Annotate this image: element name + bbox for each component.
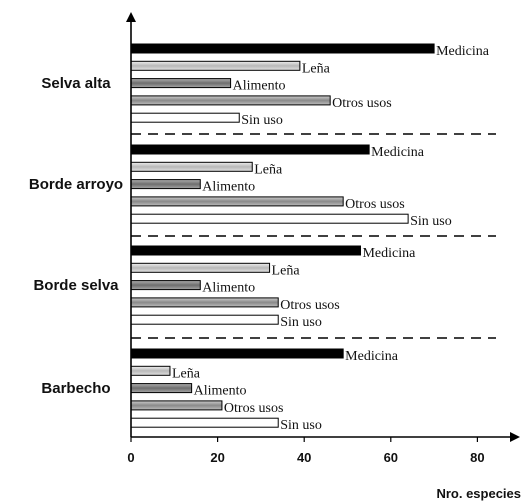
bar-label-3-3: Alimento — [202, 281, 255, 296]
category-label-3: Borde selva — [33, 277, 119, 294]
bar-1-4 — [130, 95, 331, 106]
bar-2-5 — [130, 213, 409, 224]
bar-label-1-5: Sin uso — [241, 113, 283, 128]
bar-label-2-4: Otros usos — [345, 197, 405, 212]
bar-label-3-5: Sin uso — [280, 315, 322, 330]
x-tick-label-60: 60 — [384, 450, 398, 465]
bar-label-4-1: Medicina — [345, 349, 399, 364]
bar-3-5 — [130, 314, 279, 325]
bar-label-1-2: Leña — [302, 61, 331, 76]
bar-3-4 — [130, 297, 279, 308]
y-axis-arrow — [126, 12, 136, 22]
x-tick-label-20: 20 — [210, 450, 224, 465]
bar-2-2 — [130, 161, 253, 172]
bar-1-1 — [130, 43, 435, 54]
bar-label-3-2: Leña — [272, 263, 301, 278]
category-label-1: Selva alta — [41, 75, 111, 92]
bar-label-4-3: Alimento — [194, 384, 247, 399]
plot-area: Medicina Leña Alimento Otros usos Sin uso Sel… — [29, 12, 520, 465]
bar-label-3-1: Medicina — [362, 246, 416, 261]
bar-label-4-5: Sin uso — [280, 418, 322, 433]
bar-2-3 — [130, 179, 201, 190]
bar-label-3-4: Otros usos — [280, 298, 340, 313]
bar-4-1 — [130, 348, 344, 359]
bar-1-5 — [130, 112, 240, 123]
bar-4-3 — [130, 383, 193, 394]
bar-label-4-2: Leña — [172, 366, 201, 381]
bar-label-4-4: Otros usos — [224, 401, 284, 416]
bar-label-2-3: Alimento — [202, 180, 255, 195]
bar-2-4 — [130, 196, 344, 207]
x-tick-label-40: 40 — [297, 450, 311, 465]
bar-label-1-3: Alimento — [233, 79, 286, 94]
x-tick-label-80: 80 — [470, 450, 484, 465]
bar-3-2 — [130, 262, 271, 273]
x-axis-title: Nro. especies — [436, 486, 521, 501]
bar-3-3 — [130, 280, 201, 291]
category-label-4: Barbecho — [41, 380, 110, 397]
bar-label-2-5: Sin uso — [410, 214, 452, 229]
x-tick-label-0: 0 — [127, 450, 134, 465]
bar-2-1 — [130, 144, 370, 155]
category-label-2: Borde arroyo — [29, 176, 123, 193]
bar-3-1 — [130, 245, 361, 256]
bar-label-2-1: Medicina — [371, 145, 425, 160]
bar-4-4 — [130, 400, 223, 411]
x-axis-arrow — [510, 432, 520, 442]
bar-4-2 — [130, 365, 171, 376]
bar-label-2-2: Leña — [254, 162, 283, 177]
bar-4-5 — [130, 417, 279, 428]
bar-label-1-1: Medicina — [436, 44, 490, 59]
bar-1-2 — [130, 60, 301, 71]
bar-label-1-4: Otros usos — [332, 96, 392, 111]
bar-1-3 — [130, 78, 232, 89]
